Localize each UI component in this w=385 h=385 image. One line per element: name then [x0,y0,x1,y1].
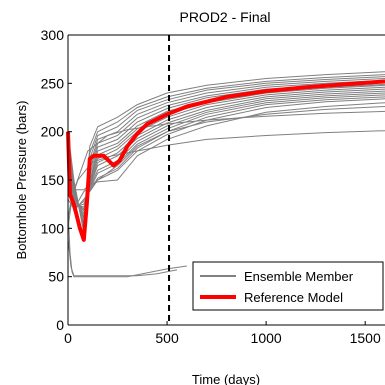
ensemble-member-line-15 [67,102,385,195]
y-tick-label: 50 [48,269,64,285]
x-tick-label: 500 [155,330,179,346]
chart-title: PROD2 - Final [179,9,270,25]
x-axis-ticks: 0 500 1000 1500 [64,321,381,346]
reference-model-group [66,79,385,242]
y-tick-label: 0 [56,317,64,333]
legend-label-reference-model: Reference Model [244,290,343,305]
x-tick-label: 1000 [251,330,282,346]
y-axis-ticks: 0 50 100 150 200 250 300 [41,27,72,333]
legend-box [192,261,384,311]
y-axis-label: Bottomhole Pressure (bars) [14,101,29,260]
x-axis-label: Time (days) [192,372,260,385]
ensemble-member-line-7 [67,84,385,219]
x-tick-label: 0 [64,330,72,346]
y-tick-label: 100 [41,220,65,236]
x-tick-label: 1500 [350,330,381,346]
ensemble-member-line-14 [67,98,385,212]
legend: Ensemble Member Reference Model [192,261,384,311]
ensemble-member-line-20 [67,237,178,277]
ensemble-member-line-18 [67,106,385,210]
y-tick-label: 200 [41,124,65,140]
y-tick-label: 250 [41,75,65,91]
ensemble-member-line-12 [67,94,385,208]
y-tick-label: 150 [41,172,65,188]
ensemble-member-line-17 [67,130,385,229]
ensemble-member-line-8 [67,86,385,216]
ensemble-member-line-13 [67,96,385,210]
y-tick-label: 300 [41,27,65,43]
ensemble-member-line-11 [67,92,385,208]
legend-label-ensemble-member: Ensemble Member [244,269,354,284]
reference-model-line [66,79,385,242]
